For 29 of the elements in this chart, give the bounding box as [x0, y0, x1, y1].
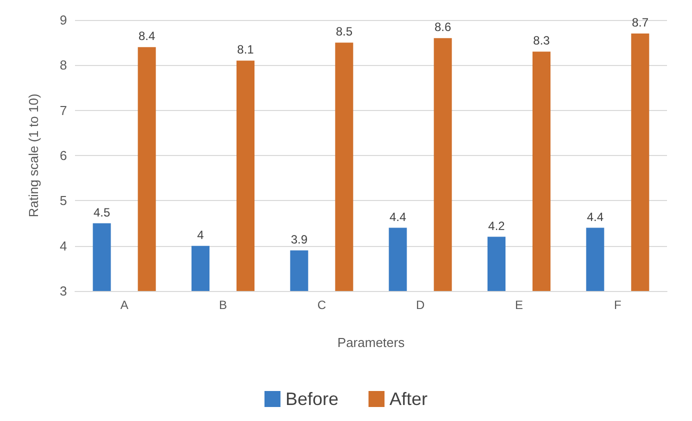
data-label: 4.4 [389, 210, 406, 224]
y-tick-label: 3 [60, 284, 67, 298]
x-tick-label: E [514, 298, 524, 312]
data-label: 8.7 [632, 16, 649, 30]
x-tick-label: D [416, 298, 425, 312]
x-tick-label: A [120, 298, 128, 312]
y-tick-label: 8 [60, 58, 67, 73]
x-tick-label: C [317, 298, 326, 312]
legend-label: After [390, 389, 428, 409]
data-label: 8.3 [533, 34, 550, 48]
data-label: 4.2 [488, 218, 506, 233]
y-axis-title: Rating scale (1 to 10) [26, 94, 41, 218]
data-label: 4 [197, 228, 204, 242]
y-tick-label: 9 [60, 12, 67, 28]
data-label: 4.5 [93, 205, 110, 220]
data-label: 8.5 [336, 24, 353, 39]
y-tick-label: 6 [60, 148, 67, 163]
y-tick-label: 5 [60, 193, 67, 208]
y-tick-label: 7 [60, 102, 67, 118]
y-tick-label: 4 [60, 238, 67, 254]
x-tick-label: B [218, 298, 228, 312]
legend-label: Before [285, 389, 339, 409]
x-axis-title: Parameters [337, 335, 406, 350]
data-label: 4.4 [586, 210, 604, 224]
data-label: 8.6 [434, 20, 452, 34]
data-label: 3.9 [290, 232, 308, 246]
x-tick-label: F [614, 298, 622, 312]
data-label: 8.4 [138, 29, 156, 44]
data-label: 8.1 [237, 42, 254, 57]
